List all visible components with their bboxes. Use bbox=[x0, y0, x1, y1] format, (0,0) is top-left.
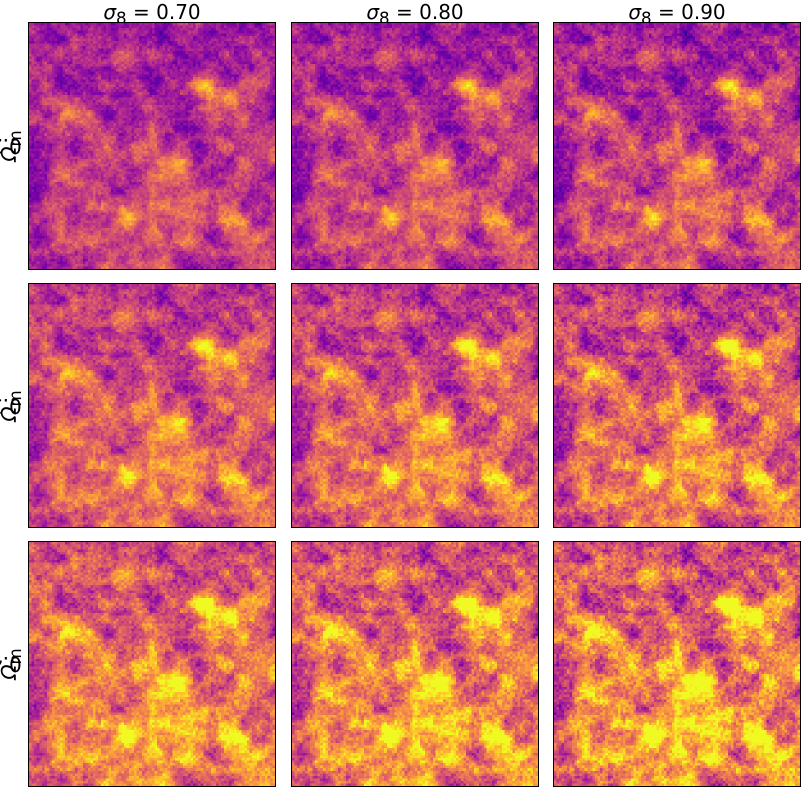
column-header-sigma8-070: σ8 = 0.70 bbox=[103, 0, 201, 28]
density-map-omegam030-sigma8090 bbox=[553, 283, 801, 528]
density-map-omegam030-sigma8070 bbox=[28, 283, 276, 528]
row-header-omegam-040: Ωm = 0.40 bbox=[0, 648, 45, 680]
density-map-omegam040-sigma8080 bbox=[291, 541, 539, 787]
density-map-omegam020-sigma8070 bbox=[28, 22, 276, 270]
column-header-sigma8-090: σ8 = 0.90 bbox=[628, 0, 726, 28]
density-map-omegam020-sigma8090 bbox=[553, 22, 801, 270]
density-map-omegam030-sigma8080 bbox=[291, 283, 539, 528]
density-map-omegam020-sigma8080 bbox=[291, 22, 539, 270]
density-map-omegam040-sigma8090 bbox=[553, 541, 801, 787]
row-header-omegam-020: Ωm = 0.20 bbox=[0, 130, 45, 162]
density-map-omegam040-sigma8070 bbox=[28, 541, 276, 787]
column-header-sigma8-080: σ8 = 0.80 bbox=[366, 0, 464, 28]
row-header-omegam-030: Ωm = 0.30 bbox=[0, 389, 45, 422]
